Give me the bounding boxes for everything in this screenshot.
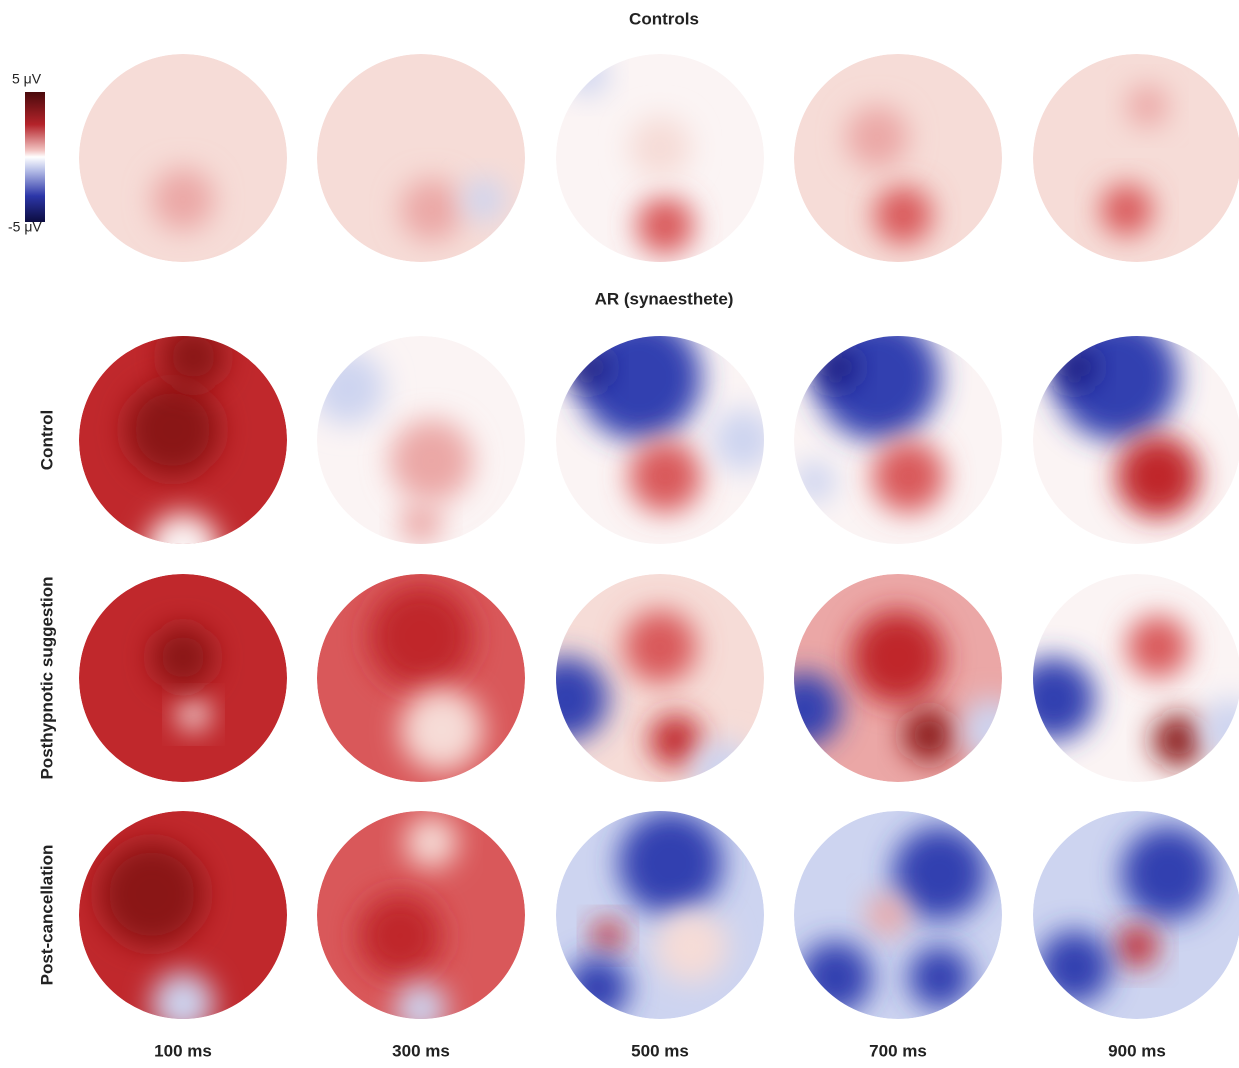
map-blob [566, 956, 629, 1019]
topomap [556, 574, 764, 782]
map-blob [146, 512, 220, 544]
column-label: 700 ms [869, 1041, 927, 1060]
map-blob [405, 816, 458, 869]
section-title: AR (synaesthete) [595, 289, 734, 308]
row-label: Posthypnotic suggestion [37, 576, 56, 779]
topomap [317, 574, 525, 782]
map-blob [866, 894, 909, 936]
column-labels: 100 ms 300 ms 500 ms 700 ms 900 ms [154, 1041, 1166, 1060]
topomap [1033, 574, 1239, 782]
map-blob [712, 408, 764, 472]
topomap [794, 811, 1002, 1019]
map-blob [162, 336, 225, 388]
topomap [794, 336, 1002, 544]
column-label: 500 ms [631, 1041, 689, 1060]
map-background [79, 54, 287, 262]
topomap [794, 54, 1002, 262]
map-blob [389, 419, 473, 503]
map-blob [799, 941, 872, 1014]
map-blob [794, 672, 841, 746]
map-blob [369, 584, 473, 689]
map-blob [628, 440, 702, 513]
topomap [79, 54, 287, 262]
map-blob [691, 740, 754, 782]
topomap [1033, 336, 1239, 544]
topomap [79, 811, 287, 1019]
map-blob [1152, 714, 1205, 767]
topomap [79, 336, 287, 544]
map-blob [1100, 184, 1153, 236]
map-blob [851, 610, 945, 704]
map-blob [649, 714, 702, 767]
section-title: Controls [629, 9, 699, 28]
map-blob [395, 982, 447, 1019]
map-blob [872, 440, 945, 513]
map-blob [1033, 657, 1096, 741]
map-blob [814, 346, 857, 389]
map-blob [1053, 346, 1096, 389]
map-blob [177, 698, 209, 731]
map-blob [794, 460, 836, 503]
map-blob [1116, 925, 1158, 967]
column-label: 100 ms [154, 1041, 212, 1060]
colorbar-max: 5 μV [12, 71, 42, 87]
map-blob [623, 610, 697, 684]
map-blob [592, 920, 624, 952]
column-label: 900 ms [1108, 1041, 1166, 1060]
topomap [317, 811, 525, 1019]
map-blob [151, 972, 215, 1019]
topomap [1033, 811, 1239, 1019]
map-blob [654, 909, 728, 983]
map-blob [400, 178, 463, 242]
row-label: Control [37, 410, 56, 470]
map-blob [892, 826, 987, 921]
topomap [556, 336, 764, 544]
map-blob [151, 626, 215, 689]
topomap [1033, 54, 1239, 262]
map-blob [618, 811, 723, 915]
map-blob [1126, 615, 1190, 678]
map-blob [566, 54, 608, 96]
topomap [556, 811, 764, 1019]
map-blob [908, 946, 971, 1009]
map-blob [960, 698, 1002, 762]
map-blob [317, 351, 385, 425]
topomap [794, 574, 1002, 782]
map-blob [628, 116, 692, 179]
colorbar-min: -5 μV [8, 219, 42, 235]
map-blob [903, 709, 956, 762]
topomap [317, 336, 525, 544]
map-blob [846, 106, 909, 169]
map-blob [1121, 826, 1215, 921]
map-blob [1038, 930, 1111, 1004]
row-label: Post-cancellation [37, 845, 56, 986]
map-blob [151, 168, 215, 231]
map-blob [99, 842, 204, 947]
map-blob [1126, 85, 1169, 127]
map-blob [556, 657, 609, 741]
map-blob [400, 688, 484, 772]
column-label: 300 ms [392, 1041, 450, 1060]
map-blob [400, 502, 442, 544]
map-blob [636, 196, 695, 255]
map-blob [462, 178, 505, 221]
map-blob [125, 382, 220, 477]
map-blob [566, 346, 608, 389]
topomap [79, 574, 287, 782]
map-blob [874, 186, 933, 245]
topomap [317, 54, 525, 262]
map-background [1033, 54, 1239, 262]
map-blob [1116, 434, 1200, 518]
topomap [556, 54, 764, 262]
colorbar [25, 92, 45, 222]
topomaps [79, 54, 1239, 1019]
map-blob [358, 894, 442, 978]
